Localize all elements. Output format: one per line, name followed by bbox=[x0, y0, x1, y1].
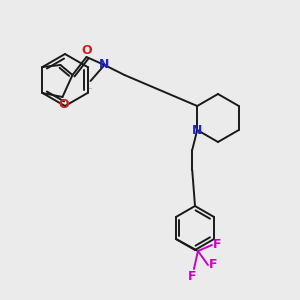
Text: F: F bbox=[213, 238, 221, 251]
Text: methyl: methyl bbox=[88, 87, 93, 88]
Text: N: N bbox=[192, 124, 202, 136]
Text: N: N bbox=[99, 58, 110, 71]
Text: O: O bbox=[58, 98, 69, 110]
Text: F: F bbox=[209, 259, 217, 272]
Text: O: O bbox=[81, 44, 92, 56]
Text: F: F bbox=[188, 269, 196, 283]
